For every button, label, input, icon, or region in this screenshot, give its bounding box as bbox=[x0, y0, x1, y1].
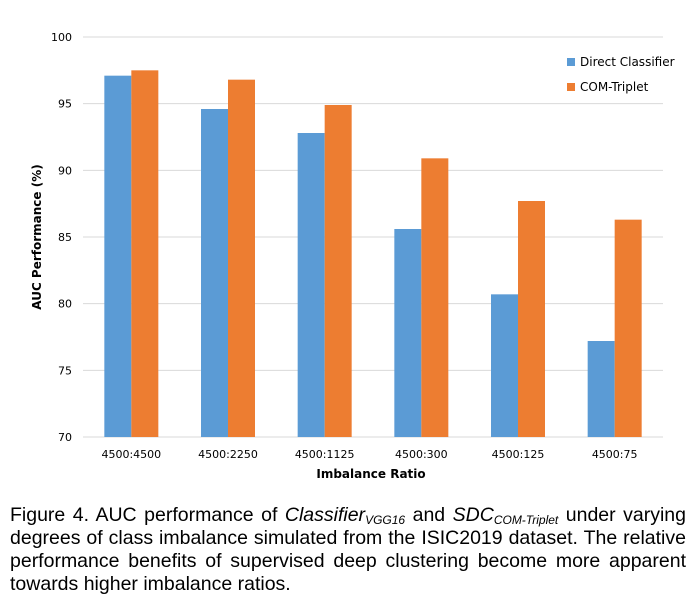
x-axis-title: Imbalance Ratio bbox=[316, 467, 425, 481]
y-tick-100: 100 bbox=[51, 31, 72, 44]
x-tick-4500-1125: 4500:1125 bbox=[295, 448, 355, 461]
x-tick-4500-75: 4500:75 bbox=[592, 448, 638, 461]
bars bbox=[104, 70, 642, 438]
y-axis-title: AUC Performance (%) bbox=[30, 164, 44, 309]
bar-direct-classifier-4500-2250 bbox=[201, 109, 228, 437]
bar-direct-classifier-4500-125 bbox=[491, 294, 518, 437]
legend-swatch-direct-classifier bbox=[567, 58, 575, 66]
caption-suffix: under varying degrees of class imbalance… bbox=[10, 504, 687, 595]
y-tick-labels: 70 75 80 85 90 95 100 bbox=[51, 31, 72, 444]
caption-term-classifier-sub: VGG16 bbox=[365, 513, 406, 527]
caption-joiner: and bbox=[405, 504, 453, 526]
x-tick-4500-300: 4500:300 bbox=[395, 448, 448, 461]
caption-term-sdc: SDC bbox=[452, 504, 494, 526]
bar-com-triplet-4500-4500 bbox=[131, 70, 159, 437]
caption-term-classifier: Classifier bbox=[284, 504, 366, 526]
y-tick-75: 75 bbox=[58, 364, 72, 377]
legend-label-com-triplet: COM-Triplet bbox=[580, 80, 649, 94]
bar-direct-classifier-4500-4500 bbox=[104, 75, 132, 438]
x-tick-4500-125: 4500:125 bbox=[492, 448, 545, 461]
legend: Direct Classifier COM-Triplet bbox=[567, 55, 675, 94]
caption-prefix: Figure 4. AUC performance of bbox=[10, 504, 285, 526]
auc-bar-chart: 70 75 80 85 90 95 100 4500:4500 4500:2250 4500:1… bbox=[30, 31, 675, 481]
bar-com-triplet-4500-75 bbox=[614, 219, 642, 437]
y-tick-95: 95 bbox=[58, 98, 72, 111]
bar-direct-classifier-4500-1125 bbox=[297, 133, 325, 437]
y-tick-80: 80 bbox=[58, 298, 72, 311]
legend-label-direct-classifier: Direct Classifier bbox=[580, 55, 675, 69]
y-tick-85: 85 bbox=[58, 231, 72, 244]
gridlines bbox=[83, 36, 663, 438]
legend-swatch-com-triplet bbox=[567, 83, 575, 91]
bar-com-triplet-4500-300 bbox=[421, 158, 449, 438]
figure-caption: Figure 4. AUC performance of ClassifierV… bbox=[10, 504, 686, 596]
y-tick-90: 90 bbox=[58, 164, 72, 177]
bar-com-triplet-4500-1125 bbox=[324, 105, 352, 437]
bar-com-triplet-4500-2250 bbox=[228, 79, 255, 438]
x-tick-4500-4500: 4500:4500 bbox=[101, 448, 161, 461]
x-tick-4500-2250: 4500:2250 bbox=[198, 448, 258, 461]
bar-direct-classifier-4500-300 bbox=[394, 229, 422, 437]
x-tick-labels: 4500:4500 4500:2250 4500:1125 4500:300 4500:… bbox=[101, 448, 637, 461]
y-tick-70: 70 bbox=[58, 431, 72, 444]
caption-term-sdc-sub: COM-Triplet bbox=[493, 513, 559, 527]
bar-com-triplet-4500-125 bbox=[518, 201, 545, 437]
bar-direct-classifier-4500-75 bbox=[587, 341, 615, 437]
